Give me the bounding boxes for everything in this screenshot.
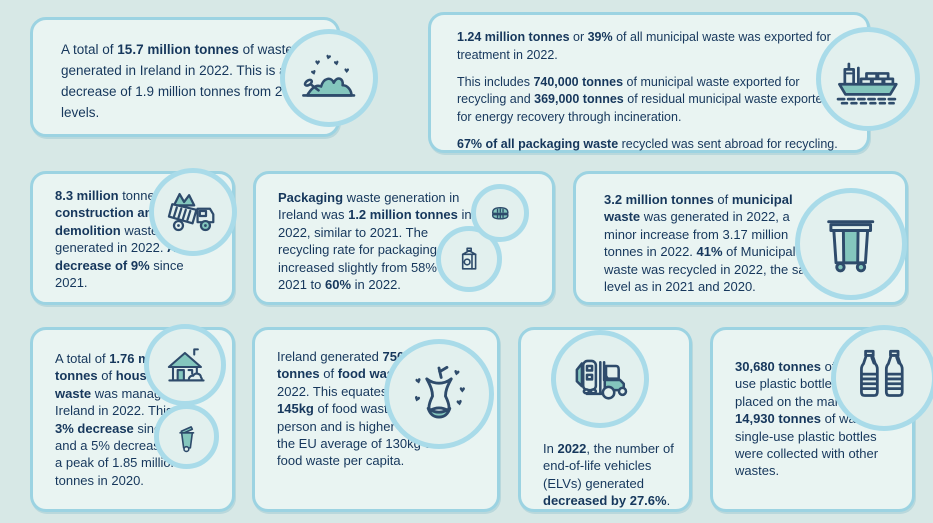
packaging-paragraph: Packaging waste generation in Ireland wa… xyxy=(278,190,475,293)
wheelie-bin-icon xyxy=(178,425,195,452)
card-food-waste: Ireland generated 750,000 tonnes of food… xyxy=(252,327,500,512)
svg-text:♥: ♥ xyxy=(325,54,333,62)
plastic-bottles-icon xyxy=(860,350,905,398)
card-exported-waste: 1.24 million tonnes or 39% of all munici… xyxy=(428,12,920,154)
elv-text: In 2022, the number of end-of-life vehic… xyxy=(543,440,683,510)
total-waste-text: A total of 15.7 million tonnes of waste … xyxy=(61,40,323,124)
icon-circle xyxy=(144,324,226,406)
svg-text:♥: ♥ xyxy=(333,60,340,68)
svg-text:♥: ♥ xyxy=(453,368,461,378)
waste-pile-icon: ♥ ♥ ♥ ♥ ♥ xyxy=(302,54,356,97)
card-plastic-bottles: 30,680 tonnes of single-use plastic bott… xyxy=(710,325,933,512)
icon-circle xyxy=(816,27,920,131)
apple-core-icon: ♥ ♥ ♥ ♥ ♥ xyxy=(413,365,466,419)
municipal-paragraph: 3.2 million tonnes of municipal waste wa… xyxy=(604,192,824,295)
icon-circle xyxy=(551,330,649,428)
svg-text:♥: ♥ xyxy=(459,386,465,395)
card-construction-demolition: 8.3 million tonnes of construction and d… xyxy=(30,168,237,305)
svg-text:♥: ♥ xyxy=(414,376,423,386)
icon-circle xyxy=(795,188,907,300)
icon-circle xyxy=(154,404,219,469)
svg-text:♥: ♥ xyxy=(455,398,463,408)
icon-circle xyxy=(149,168,237,256)
icon-circle xyxy=(831,325,933,431)
packaging-text: Packaging waste generation in Ireland wa… xyxy=(278,189,478,293)
total-waste-paragraph: A total of 15.7 million tonnes of waste … xyxy=(61,42,321,120)
food-container-icon xyxy=(491,206,509,220)
exported-paragraph-2: This includes 740,000 tonnes of municipa… xyxy=(457,74,830,125)
municipal-text: 3.2 million tonnes of municipal waste wa… xyxy=(604,191,824,295)
dump-truck-icon xyxy=(167,192,215,232)
card-end-of-life-vehicles: In 2022, the number of end-of-life vehic… xyxy=(518,327,692,512)
card-total-waste: A total of 15.7 million tonnes of waste … xyxy=(30,17,378,137)
forklift-car-icon xyxy=(575,359,628,400)
exported-paragraph-1: 1.24 million tonnes or 39% of all munici… xyxy=(457,30,831,62)
elv-paragraph: In 2022, the number of end-of-life vehic… xyxy=(543,441,674,509)
svg-text:♥: ♥ xyxy=(344,69,350,76)
svg-text:♥: ♥ xyxy=(413,394,422,405)
card-municipal-waste: 3.2 million tonnes of municipal waste wa… xyxy=(573,171,908,305)
card-packaging: Packaging waste generation in Ireland wa… xyxy=(253,171,555,305)
exported-waste-text: 1.24 million tonnes or 39% of all munici… xyxy=(457,29,839,154)
house-icon xyxy=(167,348,205,382)
cargo-ship-icon xyxy=(836,62,900,105)
icon-circle: ♥ ♥ ♥ ♥ ♥ xyxy=(384,339,494,449)
municipal-bin-icon xyxy=(827,220,875,273)
exported-paragraph-3: 67% of all packaging waste recycled was … xyxy=(457,136,838,151)
card-household-waste: A total of 1.76 million tonnes of househ… xyxy=(30,324,235,512)
icon-circle xyxy=(471,184,529,242)
icon-circle: ♥ ♥ ♥ ♥ ♥ xyxy=(280,29,378,127)
svg-text:♥: ♥ xyxy=(315,60,321,67)
svg-text:♥: ♥ xyxy=(310,69,318,78)
milk-carton-icon xyxy=(461,247,477,270)
